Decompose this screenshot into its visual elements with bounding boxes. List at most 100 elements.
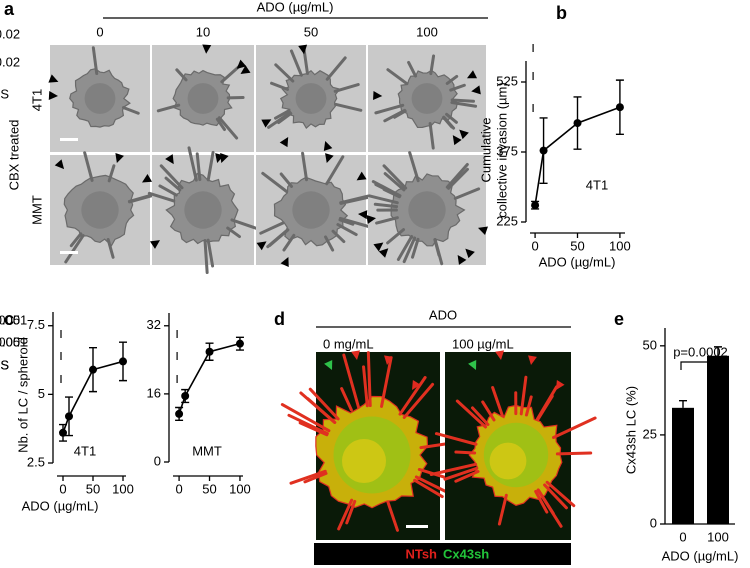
arrowhead xyxy=(48,74,59,83)
legend-entry: NTsh xyxy=(405,546,437,561)
protrusion xyxy=(413,478,444,499)
significance-label: p<0.05 xyxy=(0,334,20,349)
y-tick-label: 25 xyxy=(643,426,657,441)
protrusion xyxy=(545,480,576,508)
x-tick-label: 0 xyxy=(59,481,66,496)
protrusion xyxy=(374,103,405,115)
y-axis-label: Cx43sh LC (%) xyxy=(623,386,638,474)
protrusion xyxy=(445,163,469,189)
protrusion xyxy=(230,218,260,231)
arrowhead xyxy=(54,159,65,170)
protrusion xyxy=(411,237,420,259)
arrowhead xyxy=(356,171,367,181)
inset-label: MMT xyxy=(192,443,222,458)
arrowhead xyxy=(256,241,267,251)
significance-label: p<0.05 xyxy=(0,312,20,327)
y-tick-label: 225 xyxy=(496,213,518,228)
protrusion xyxy=(342,353,361,409)
protrusion xyxy=(454,470,480,483)
protrusion xyxy=(386,68,409,86)
protrusion xyxy=(407,60,418,78)
protrusion xyxy=(380,356,393,408)
significance-label: NS xyxy=(0,86,9,101)
arrowhead xyxy=(459,129,469,140)
data-point xyxy=(181,392,190,401)
protrusion xyxy=(287,413,329,436)
protrusion xyxy=(396,234,414,261)
protrusion xyxy=(340,387,353,412)
x-axis-label: ADO (µg/mL) xyxy=(662,548,739,563)
protrusion xyxy=(279,172,293,188)
protrusion xyxy=(450,98,475,103)
protrusion xyxy=(282,233,296,252)
arrowhead xyxy=(279,137,289,148)
x-tick-label: 0 xyxy=(679,529,686,544)
core xyxy=(184,191,222,229)
header: ADO xyxy=(429,307,457,322)
protrusion xyxy=(402,382,435,419)
row-label: 4T1 xyxy=(29,89,44,111)
protrusion xyxy=(325,56,347,81)
data-point xyxy=(119,357,127,366)
significance-label: p<0.0001 xyxy=(0,334,27,349)
significance-label: p<0.0001 xyxy=(0,312,27,327)
protrusion xyxy=(268,228,290,247)
protrusion xyxy=(195,152,202,182)
significance-label: p=0.02 xyxy=(0,26,20,41)
protrusion xyxy=(429,54,436,76)
protrusion xyxy=(534,489,549,514)
arrowhead xyxy=(528,355,537,365)
protrusion xyxy=(91,46,99,76)
x-tick-label: 100 xyxy=(112,481,134,496)
y-tick-label: 7.5 xyxy=(27,317,45,332)
inset-label: 4T1 xyxy=(586,177,608,192)
arrowhead xyxy=(465,248,475,259)
protrusion xyxy=(471,406,490,427)
protrusion xyxy=(519,375,528,416)
protrusion xyxy=(215,117,226,131)
protrusion xyxy=(217,116,239,140)
protrusion xyxy=(524,395,533,417)
protrusion xyxy=(386,500,399,532)
protrusion xyxy=(339,194,370,205)
panel-label: b xyxy=(556,3,567,23)
protrusion xyxy=(203,239,209,275)
arrowhead xyxy=(240,65,251,74)
protrusion xyxy=(280,403,331,433)
arrowhead xyxy=(325,153,334,163)
protrusion xyxy=(552,416,597,439)
y-tick-label: 2.5 xyxy=(27,454,45,469)
protrusion xyxy=(497,493,508,526)
protrusion xyxy=(367,194,399,205)
protrusion xyxy=(536,394,554,422)
significance-label: NS xyxy=(0,357,9,372)
data-point xyxy=(573,119,582,128)
protrusion xyxy=(481,400,496,422)
y-axis-label: Cumulative xyxy=(478,117,493,182)
arrowhead xyxy=(220,153,229,163)
protrusion xyxy=(338,218,355,226)
data-point xyxy=(235,339,244,348)
arrowhead xyxy=(495,350,505,360)
protrusion xyxy=(107,164,116,183)
protrusion xyxy=(429,462,478,476)
data-point xyxy=(531,201,540,210)
protrusion xyxy=(226,226,241,239)
protrusion xyxy=(442,115,456,130)
data-point xyxy=(89,365,97,374)
protrusion xyxy=(69,232,83,248)
protrusion xyxy=(334,102,363,112)
data-point xyxy=(205,347,214,356)
protrusion xyxy=(308,387,340,421)
protrusion xyxy=(366,351,372,408)
protrusion xyxy=(156,103,181,113)
error-bar xyxy=(714,346,722,356)
protrusion xyxy=(175,68,188,82)
x-tick-label: 50 xyxy=(570,238,584,253)
column-label: 0 mg/mL xyxy=(323,336,374,351)
protrusion xyxy=(434,432,478,446)
x-tick-label: 100 xyxy=(609,238,631,253)
inset-label: 4T1 xyxy=(74,443,96,458)
protrusion xyxy=(428,122,435,150)
protrusion xyxy=(206,150,215,182)
